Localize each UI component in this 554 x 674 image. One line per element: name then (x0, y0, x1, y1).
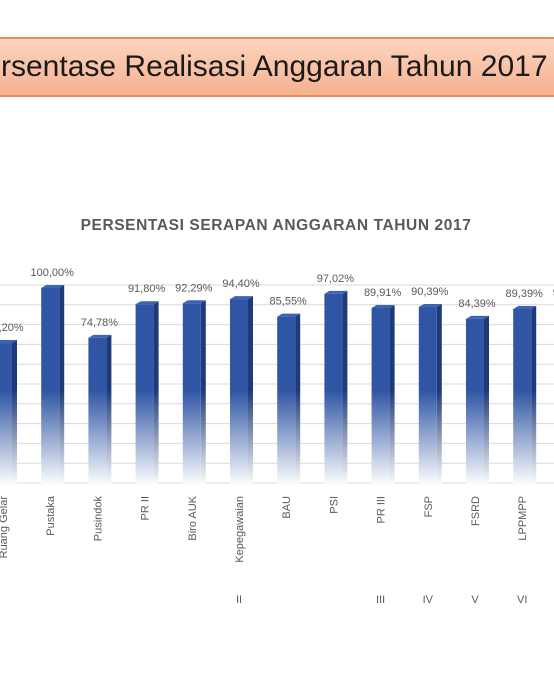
bar-top (466, 315, 489, 319)
title-banner (0, 37, 554, 97)
data-label: 72,20% (0, 322, 24, 334)
bar-side (342, 290, 348, 486)
x-tick-label: FSP (423, 496, 435, 517)
chart-title: PERSENTASI SERAPAN ANGGARAN TAHUN 2017 (81, 217, 472, 234)
bar (371, 307, 390, 486)
data-label: 100,00% (30, 267, 74, 279)
bar (0, 343, 12, 486)
bar (324, 293, 343, 486)
x-tick-label: PSI (328, 496, 340, 514)
bar-top (230, 296, 253, 300)
bar-top (0, 340, 17, 344)
bar (88, 337, 107, 486)
bar-top (324, 290, 348, 294)
bar-side (531, 306, 537, 486)
data-label: 74,78% (81, 317, 119, 329)
bar (418, 307, 437, 486)
bar-side (389, 304, 395, 486)
bar-side (295, 313, 301, 486)
bar-side (248, 296, 253, 486)
group-label: VI (517, 594, 527, 606)
bar-top (135, 301, 159, 305)
x-tick-label: Pustaka (45, 495, 57, 536)
x-tick-label: Biro AUK (187, 495, 199, 540)
group-label: III (376, 594, 385, 606)
bar-side (484, 315, 489, 486)
x-tick-label: PR II (140, 496, 152, 520)
bar-side (106, 334, 112, 486)
slide-title: rsentase Realisasi Anggaran Tahun 2017 (1, 50, 548, 83)
bar-top (418, 304, 442, 308)
data-label: 94,40% (222, 278, 260, 290)
bar (230, 299, 248, 486)
bar-side (12, 340, 17, 486)
bar-top (88, 334, 112, 338)
x-tick-label: FSRD (470, 496, 482, 526)
bar-side (436, 304, 442, 486)
bar (466, 318, 484, 486)
bar-side (200, 300, 206, 486)
bar (135, 304, 154, 486)
bar (513, 309, 532, 486)
data-label: 89,39% (506, 288, 544, 300)
x-tick-label: Pusindok (92, 496, 104, 542)
bar-top (371, 304, 395, 308)
group-label: IV (423, 594, 434, 606)
bar (182, 303, 201, 486)
data-label: 97,02% (317, 273, 355, 285)
bar-side (153, 301, 159, 486)
data-label: 84,39% (458, 298, 496, 310)
bar-top (513, 306, 537, 310)
bar (277, 316, 296, 486)
x-tick-label: Ruang Gelar (0, 496, 10, 559)
bar-top (41, 285, 65, 288)
x-tick-label: PR III (376, 496, 388, 524)
bar-side (59, 285, 65, 486)
data-label: 89,91% (364, 287, 402, 299)
group-label: II (236, 594, 242, 606)
x-tick-label: Kepegawaian (234, 496, 246, 563)
bar (41, 288, 60, 486)
x-tick-label: LPPMPP (517, 496, 529, 541)
bar-top (277, 313, 301, 317)
data-label: 92,29% (175, 282, 213, 294)
bar-top (182, 300, 206, 304)
data-label: 91,80% (128, 283, 166, 295)
data-label: 85,55% (270, 296, 308, 308)
group-label: V (471, 594, 479, 606)
data-label: 90,00% (553, 287, 554, 299)
data-label: 90,39% (411, 286, 449, 298)
plot-area: 72,20% Ruang Gelar 100,00% Pustaka 74,78% Pus… (0, 267, 554, 606)
x-tick-label: BAU (281, 496, 293, 519)
